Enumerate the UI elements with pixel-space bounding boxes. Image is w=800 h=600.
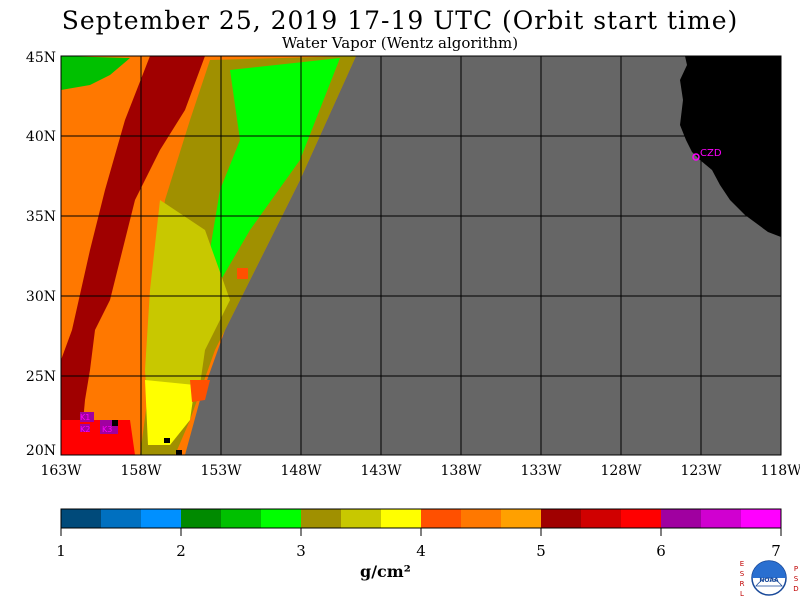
colorbar-segment [661,509,702,528]
colorbar-segment [381,509,422,528]
colorbar-segment [261,509,302,528]
island-label: K3 [102,425,112,434]
station-label: CZD [700,148,722,159]
colorbar-ticks [60,528,782,536]
colorbar-segment [501,509,542,528]
zone-yellow [145,380,195,445]
colorbar-segment [581,509,622,528]
zone-green-corner [61,56,130,90]
zone-orange-spot [190,380,210,402]
colorbar-segment [101,509,142,528]
colorbar-tick-label: 4 [416,542,426,560]
lon-label: 118W [760,463,800,479]
colorbar-segment [141,509,182,528]
zone-green [210,58,340,290]
colorbar-tick-label: 7 [771,542,781,560]
map-grid [61,56,781,455]
logo-letter: S [794,575,799,583]
lat-label: 45N [26,50,56,66]
colorbar-segment [301,509,342,528]
colorbar-segment [421,509,462,528]
zone-red-south [61,420,135,455]
lat-label: 20N [26,443,56,459]
hawaii-islands [80,412,182,455]
lon-label: 153W [200,463,242,479]
logo-letter: L [740,590,744,598]
lat-label: 40N [26,129,56,145]
colorbar-segment [701,509,742,528]
island-label: K1 [80,413,90,422]
colorbar-segment [181,509,222,528]
logo-letter: R [740,580,745,588]
logo-letter: S [740,570,745,578]
noaa-logo: E S R L P S D NOAA [740,560,799,598]
lat-label: 25N [26,369,56,385]
colorbar-tick-label: 1 [56,542,66,560]
lon-label: 128W [600,463,642,479]
colorbar-unit: g/cm² [360,562,411,581]
chart-subtitle: Water Vapor (Wentz algorithm) [281,34,519,52]
colorbar-segment [221,509,262,528]
map-frame [60,55,782,456]
lat-label: 35N [26,209,56,225]
island-label: K2 [80,425,90,434]
zone-orange-spot-2 [237,268,248,279]
colorbar-segment [541,509,582,528]
logo-letter: E [740,560,744,568]
colorbar-tick-label: 6 [656,542,666,560]
station-marker [692,153,700,161]
colorbar-tick-label: 3 [296,542,306,560]
colorbar-segment [741,509,782,528]
colorbar-segment [61,509,102,528]
colorbar-tick-label: 2 [176,542,186,560]
lon-label: 148W [280,463,322,479]
lat-label: 30N [26,289,56,305]
logo-letter: D [793,585,798,593]
colorbar-tick-label: 5 [536,542,546,560]
map-panel [61,56,781,455]
chart-title: September 25, 2019 17-19 UTC (Orbit star… [61,6,739,35]
lon-label: 163W [40,463,82,479]
land-mass [680,56,781,237]
lon-label: 133W [520,463,562,479]
lon-label: 143W [360,463,402,479]
colorbar-segment [461,509,502,528]
lon-label: 158W [120,463,162,479]
logo-text: NOAA [759,577,779,584]
colorbar-segment [341,509,382,528]
logo-letter: P [794,565,798,573]
lon-label: 138W [440,463,482,479]
lon-label: 123W [680,463,722,479]
colorbar [61,509,782,528]
water-vapor-swath [61,56,356,455]
colorbar-segment [621,509,662,528]
